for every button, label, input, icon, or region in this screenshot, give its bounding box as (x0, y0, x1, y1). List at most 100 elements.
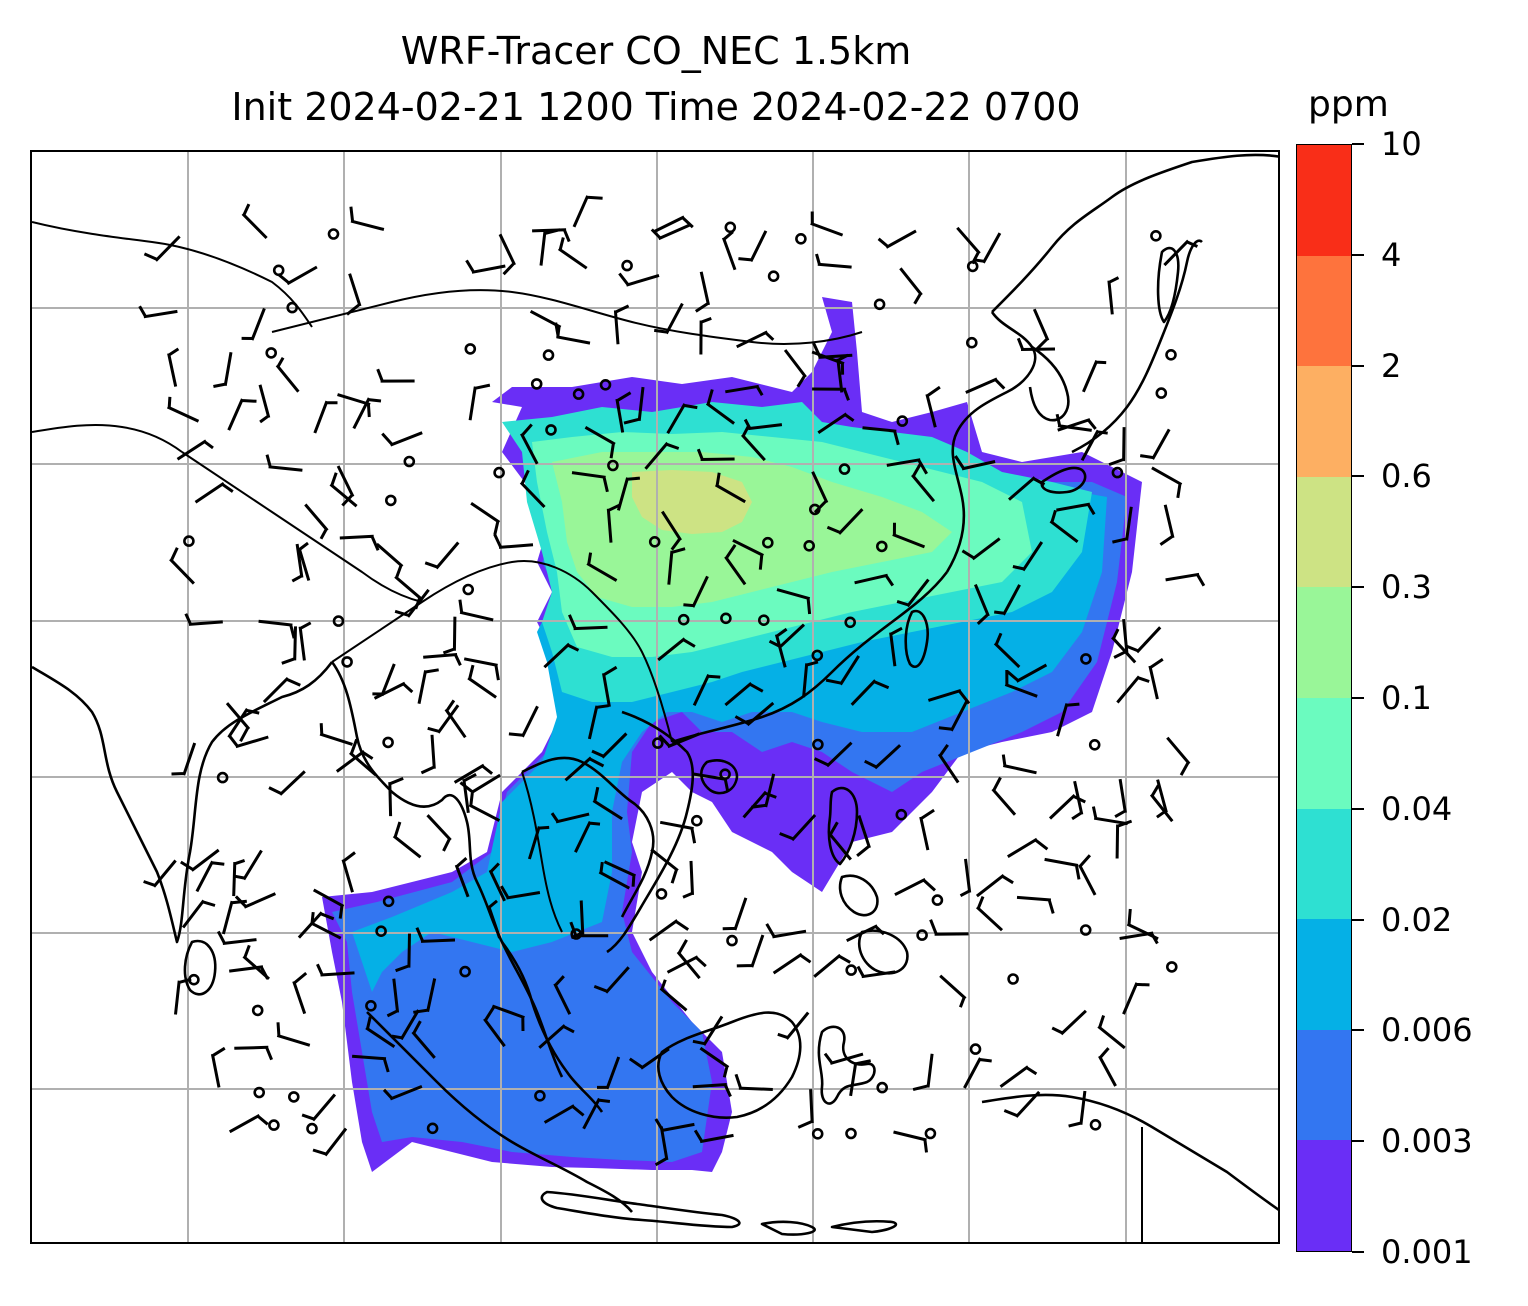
wind-barb (893, 1130, 928, 1153)
wind-barb (415, 927, 456, 943)
wind-barb (836, 353, 849, 393)
wind-barb (470, 501, 501, 535)
wind-barb (658, 732, 700, 749)
coastline-india (32, 661, 334, 944)
wind-barb (213, 352, 233, 388)
wind-barb (171, 742, 197, 776)
coastline-korea (1028, 345, 1070, 422)
wind-barb (929, 919, 969, 936)
calm-wind-marker (876, 1081, 889, 1094)
wind-barb (772, 952, 812, 975)
wind-barb (592, 786, 623, 821)
wind-barb (825, 655, 860, 686)
wind-barb (714, 472, 746, 504)
calm-wind-marker (924, 1127, 937, 1140)
calm-wind-marker (895, 808, 908, 821)
calm-wind-marker (1111, 466, 1124, 479)
wind-barb (143, 235, 181, 262)
wind-barb (426, 814, 452, 852)
calm-wind-marker (570, 928, 583, 940)
wind-barb (346, 273, 362, 316)
wind-barb (618, 272, 660, 287)
colorbar-tick (1352, 364, 1364, 367)
wind-barb (453, 763, 494, 784)
wind-barb (628, 1047, 670, 1070)
wind-barb (557, 237, 588, 270)
wind-barb (724, 681, 764, 707)
wind-barb (937, 744, 960, 784)
colorbar-tick (1352, 586, 1364, 589)
wind-barb (939, 974, 967, 1008)
wind-barb (846, 924, 885, 943)
calm-wind-marker (719, 768, 731, 781)
wind-barb (959, 858, 972, 898)
co-tracer-field (322, 297, 1142, 1172)
wind-barb (765, 923, 807, 939)
wind-barb (779, 813, 817, 842)
wind-barb (1139, 428, 1171, 460)
wind-barb (899, 267, 923, 305)
wind-barb (644, 441, 680, 470)
calm-wind-marker (720, 612, 732, 625)
coastline-south-china (671, 571, 949, 744)
wind-barb (1007, 837, 1049, 858)
calm-wind-marker (896, 415, 909, 427)
colorbar-band (1297, 698, 1351, 809)
wind-barb (1049, 509, 1079, 543)
wind-barb (1003, 1090, 1041, 1118)
calm-wind-marker (530, 378, 543, 390)
calm-wind-marker (795, 233, 807, 245)
wind-barb (309, 911, 342, 940)
wind-barb (281, 626, 297, 665)
border-kazakh (32, 423, 183, 453)
wind-barb (738, 230, 768, 263)
wind-barb (606, 503, 621, 543)
calm-wind-marker (286, 301, 299, 314)
wind-barb (232, 858, 246, 897)
calm-wind-marker (677, 613, 690, 626)
wind-barb (176, 439, 214, 461)
wind-barb (180, 848, 220, 872)
wind-barb (777, 1011, 810, 1040)
colorbar-tick-label: 0.04 (1381, 789, 1453, 828)
wind-barb (587, 704, 609, 740)
colorbar-tick (1352, 1029, 1364, 1032)
wind-barb (169, 547, 195, 585)
coastline-java (540, 1190, 741, 1229)
wind-barb (894, 877, 937, 897)
wind-barb (740, 424, 766, 462)
wind-barb (527, 825, 550, 860)
calm-wind-marker (1165, 349, 1177, 361)
wind-barb (925, 385, 941, 428)
wind-barb (877, 229, 917, 249)
calm-wind-marker (844, 616, 857, 629)
colorbar-tick-label: 4 (1381, 235, 1402, 274)
wind-barb (373, 681, 414, 700)
wind-barb (167, 347, 180, 387)
calm-wind-marker (188, 973, 200, 986)
wind-barb (1115, 819, 1133, 859)
wind-barb (736, 934, 765, 968)
wind-barb (1166, 736, 1191, 776)
wind-barb (1112, 506, 1133, 544)
wind-barb (1012, 541, 1044, 572)
calm-wind-marker (534, 1089, 546, 1102)
wind-barb (1044, 857, 1081, 880)
coastline-japan-south (1040, 466, 1087, 494)
colorbar-band (1297, 587, 1351, 699)
calm-wind-marker (341, 656, 353, 668)
wind-barb (802, 660, 819, 698)
calm-wind-marker (403, 455, 416, 468)
colorbar-tick-label: 2 (1381, 346, 1402, 385)
wind-barb (699, 1046, 730, 1078)
wind-barb (417, 668, 439, 704)
colorbar-tick-label: 0.006 (1381, 1011, 1473, 1050)
calm-wind-marker (655, 888, 668, 900)
wind-barb (1051, 1009, 1087, 1036)
wind-barb (543, 1104, 585, 1124)
wind-barb (682, 860, 694, 899)
wind-barb (823, 1052, 864, 1065)
wind-barb (420, 734, 436, 775)
wind-barb (388, 777, 404, 817)
wind-barb (696, 448, 735, 461)
